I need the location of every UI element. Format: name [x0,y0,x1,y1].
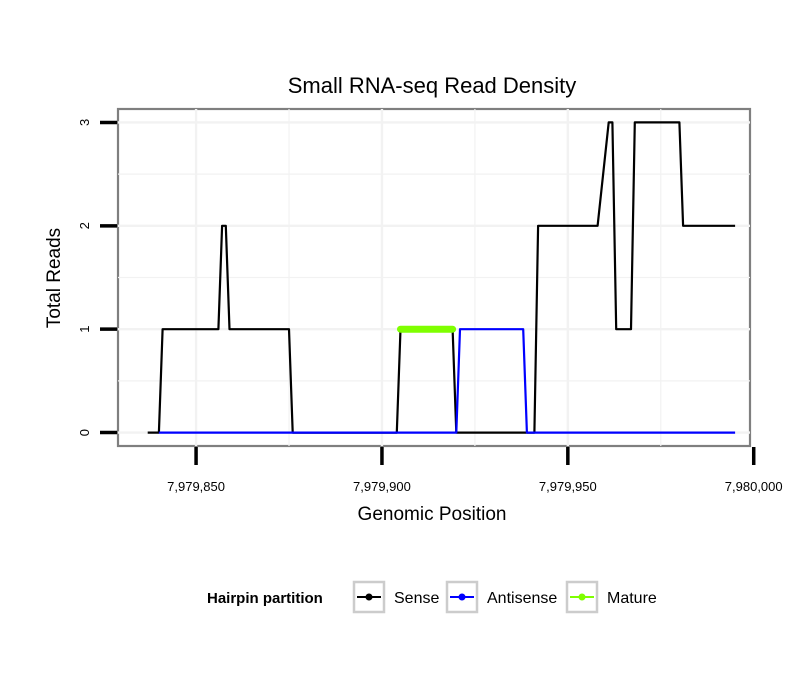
legend-entry-mature: Mature [565,580,657,614]
legend: Hairpin partition Sense Antisense Mature [207,580,657,614]
legend-label-antisense: Antisense [487,590,557,607]
x-tick-label: 7,980,000 [725,479,783,494]
chart-title: Small RNA-seq Read Density [288,73,577,98]
legend-title: Hairpin partition [207,590,323,607]
legend-key-point [458,593,466,601]
y-tick-label: 0 [77,429,92,436]
series-line-antisense [158,328,736,434]
y-tick-label: 3 [77,119,92,126]
legend-label-mature: Mature [607,590,657,607]
y-tick-label: 1 [77,326,92,333]
x-axis-title: Genomic Position [358,504,507,525]
legend-entry-antisense: Antisense [445,580,557,614]
y-axis-title: Total Reads [44,228,65,328]
x-tick-label: 7,979,850 [167,479,225,494]
axis-ticks: 7,979,850 7,979,900 7,979,950 7,980,000 0 1 2 3 [77,119,783,494]
y-tick-label: 2 [77,222,92,229]
legend-key-point [365,593,373,601]
x-tick-label: 7,979,950 [539,479,597,494]
series-layer [147,121,736,434]
legend-label-sense: Sense [394,590,439,607]
legend-key-point [578,593,586,601]
legend-entry-sense: Sense [352,580,439,614]
x-tick-label: 7,979,900 [353,479,411,494]
